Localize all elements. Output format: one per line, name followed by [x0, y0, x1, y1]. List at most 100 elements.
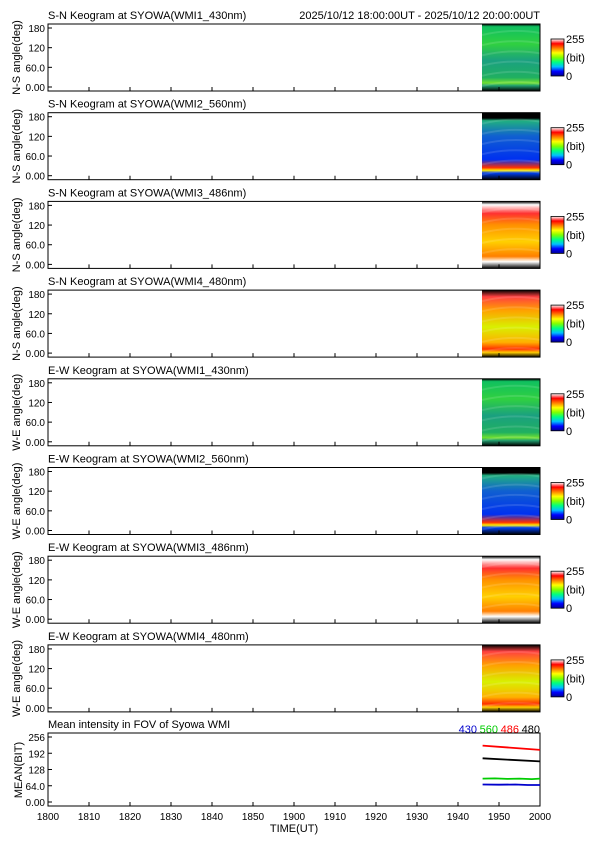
- keogram-image: [482, 556, 540, 624]
- keogram-frame: [47, 200, 541, 269]
- keogram-streak: [481, 504, 541, 511]
- y-tick-label: 192: [28, 749, 45, 760]
- keogram-y-label: N-S angle(deg): [11, 109, 23, 184]
- y-tick-label: 60.0: [26, 241, 46, 252]
- keogram-title: S-N Keogram at SYOWA(WMI3_486nm): [48, 187, 246, 199]
- x-tick-label: 1850: [242, 812, 265, 823]
- keogram-frame: [47, 555, 541, 624]
- keogram-image: [482, 112, 540, 180]
- keogram-streak: [481, 40, 541, 47]
- keogram-y-label: N-S angle(deg): [11, 286, 23, 361]
- x-tick-label: 1900: [283, 812, 306, 823]
- keogram-streak: [481, 207, 541, 214]
- y-tick-label: 120: [28, 398, 45, 409]
- keogram-streak: [481, 701, 541, 708]
- mean-plot-frame: [47, 732, 541, 807]
- keogram-streak: [481, 602, 541, 609]
- keogram-panel: E-W Keogram at SYOWA(WMI2_560nm)180 120 60…: [11, 454, 585, 540]
- colorbar-max-label: 255: [566, 123, 584, 135]
- y-tick-label: 128: [28, 766, 45, 777]
- y-tick-label: 180: [28, 201, 45, 212]
- x-tick-label: 1820: [119, 812, 142, 823]
- keogram-streak: [481, 592, 541, 599]
- colorbar-min-label: 0: [566, 515, 572, 527]
- keogram-frame: [47, 112, 541, 181]
- colorbar-max-label: 255: [566, 211, 584, 223]
- keogram-streak: [481, 306, 541, 313]
- y-tick-label: 0.00: [26, 260, 46, 271]
- keogram-streak: [481, 296, 541, 303]
- y-tick-label: 120: [28, 310, 45, 321]
- keogram-streak: [481, 405, 541, 412]
- colorbar-max-label: 255: [566, 566, 584, 578]
- x-tick-label: 1840: [201, 812, 224, 823]
- series-line-486: [482, 744, 541, 751]
- keogram-image: [482, 378, 540, 446]
- x-tick-label: 1910: [324, 812, 347, 823]
- keogram-streak: [481, 227, 541, 234]
- keogram-image: [482, 201, 540, 269]
- x-tick-label: 1810: [78, 812, 101, 823]
- legend-entry: 486: [501, 724, 519, 736]
- y-tick-label: 60.0: [26, 152, 46, 163]
- legend-entry: 430: [459, 724, 477, 736]
- keogram-streak: [481, 326, 541, 333]
- colorbar-min-label: 0: [566, 426, 572, 438]
- keogram-streak: [481, 80, 541, 87]
- y-tick-label: 0.00: [26, 527, 46, 538]
- colorbar-unit-label: (bit): [566, 407, 585, 419]
- time-range-label: 2025/10/12 18:00:00UT - 2025/10/12 20:00…: [299, 10, 540, 22]
- y-tick-label: 180: [28, 24, 45, 35]
- mean-intensity-plot: Mean intensity in FOV of Syowa WMI 48048…: [13, 719, 552, 835]
- x-tick-label: 1830: [160, 812, 183, 823]
- keogram-streak: [481, 60, 541, 67]
- y-tick-label: 180: [28, 556, 45, 567]
- y-tick-label: 60.0: [26, 329, 46, 340]
- keogram-streak: [481, 425, 541, 432]
- keogram-streak: [481, 671, 541, 678]
- y-tick-label: 0.00: [26, 83, 46, 94]
- keogram-streak: [481, 347, 541, 354]
- keogram-streak: [481, 118, 541, 125]
- mean-y-ticks: 256 192 128 64.0 0.00: [26, 733, 52, 809]
- keogram-streak: [481, 149, 541, 156]
- keogram-panels: S-N Keogram at SYOWA(WMI1_430nm)18012060…: [11, 10, 585, 717]
- keogram-streak: [481, 435, 541, 442]
- colorbar: [550, 38, 565, 77]
- keogram-title: S-N Keogram at SYOWA(WMI4_480nm): [48, 276, 246, 288]
- colorbar-min-label: 0: [566, 337, 572, 349]
- keogram-streak: [481, 29, 541, 36]
- y-tick-label: 180: [28, 645, 45, 656]
- keogram-streak: [481, 394, 541, 401]
- mean-x-label: TIME(UT): [270, 823, 318, 835]
- y-tick-label: 60.0: [26, 596, 46, 607]
- keogram-streak: [481, 159, 541, 166]
- mean-plot-title: Mean intensity in FOV of Syowa WMI: [48, 719, 230, 731]
- colorbar-min-label: 0: [566, 248, 572, 260]
- colorbar-max-label: 255: [566, 655, 584, 667]
- x-tick-label: 1920: [365, 812, 388, 823]
- y-tick-label: 0.00: [26, 615, 46, 626]
- y-tick-label: 256: [28, 733, 45, 744]
- colorbar: [550, 659, 565, 698]
- x-tick-label: 2000: [529, 812, 552, 823]
- colorbar: [550, 482, 565, 520]
- keogram-streak: [481, 681, 541, 688]
- keogram-image: [482, 467, 540, 535]
- keogram-panel: S-N Keogram at SYOWA(WMI2_560nm)180 120 60…: [11, 99, 585, 184]
- colorbar-max-label: 255: [566, 389, 584, 401]
- y-tick-label: 60.0: [26, 684, 46, 695]
- y-tick-label: 0.00: [26, 798, 46, 809]
- legend-entry: 480: [522, 724, 540, 736]
- colorbar-max-label: 255: [566, 300, 584, 312]
- keogram-streak: [481, 650, 541, 657]
- keogram-streak: [481, 514, 541, 521]
- colorbar: [550, 393, 565, 432]
- y-tick-label: 60.0: [26, 63, 46, 74]
- keogram-frame: [47, 378, 541, 447]
- keogram-streak: [481, 169, 541, 176]
- keogram-frame: [47, 289, 541, 358]
- y-tick-label: 64.0: [26, 782, 46, 793]
